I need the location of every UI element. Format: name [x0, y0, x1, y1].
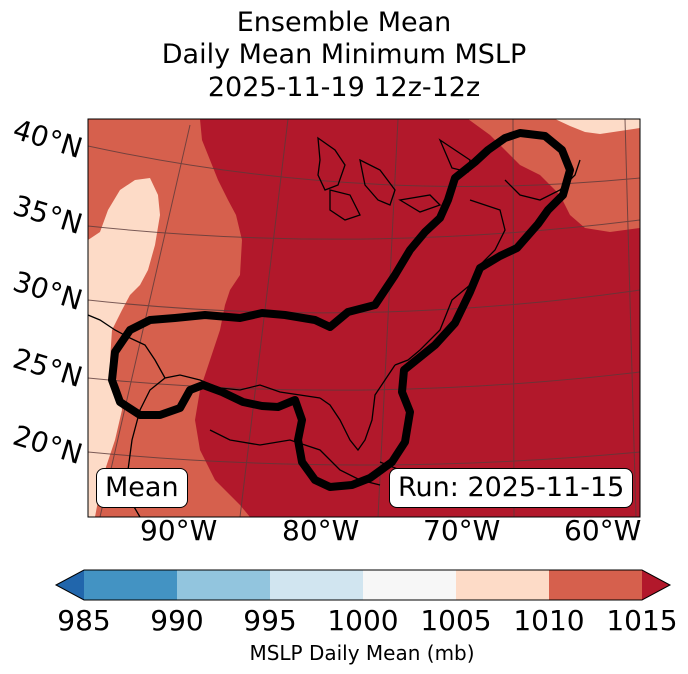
title-line-3: 2025-11-19 12z-12z: [207, 72, 481, 103]
field-mid-ne: [468, 119, 640, 232]
colorbar-swatch-1010-1015: [549, 570, 642, 600]
colorbar-tick-990: 990: [150, 604, 204, 637]
lon-label-80w: 80°W: [282, 514, 360, 547]
field-low-west: [88, 178, 160, 517]
title-line-2: Daily Mean Minimum MSLP: [161, 39, 527, 70]
colorbar-swatch-990-995: [177, 570, 270, 600]
colorbar-label: MSLP Daily Mean (mb): [249, 641, 475, 665]
colorbar-tick-1015: 1015: [606, 604, 678, 637]
colorbar-extend-low: [56, 570, 84, 600]
colorbar-extend-high: [642, 570, 670, 600]
contour-outline: [108, 129, 574, 491]
colorbar-tick-1010: 1010: [513, 604, 585, 637]
colorbar-tick-995: 995: [243, 604, 297, 637]
title-line-1: Ensemble Mean: [236, 7, 452, 38]
lon-label-90w: 90°W: [140, 514, 218, 547]
mean-label: Mean: [96, 468, 188, 508]
run-label: Run: 2025-11-15: [389, 468, 634, 508]
colorbar-swatch-985-990: [84, 570, 177, 600]
graticule: [88, 119, 640, 517]
colorbar-tick-1000: 1000: [327, 604, 399, 637]
colorbar-swatch-1000-1005: [363, 570, 456, 600]
colorbar-tick-1005: 1005: [420, 604, 492, 637]
lon-label-60w: 60°W: [564, 514, 642, 547]
colorbar-swatch-1005-1010: [456, 570, 549, 600]
field-low-ne: [555, 119, 640, 134]
colorbar-swatch-995-1000: [270, 570, 363, 600]
lon-label-70w: 70°W: [423, 514, 501, 547]
colorbar-tick-985: 985: [57, 604, 111, 637]
